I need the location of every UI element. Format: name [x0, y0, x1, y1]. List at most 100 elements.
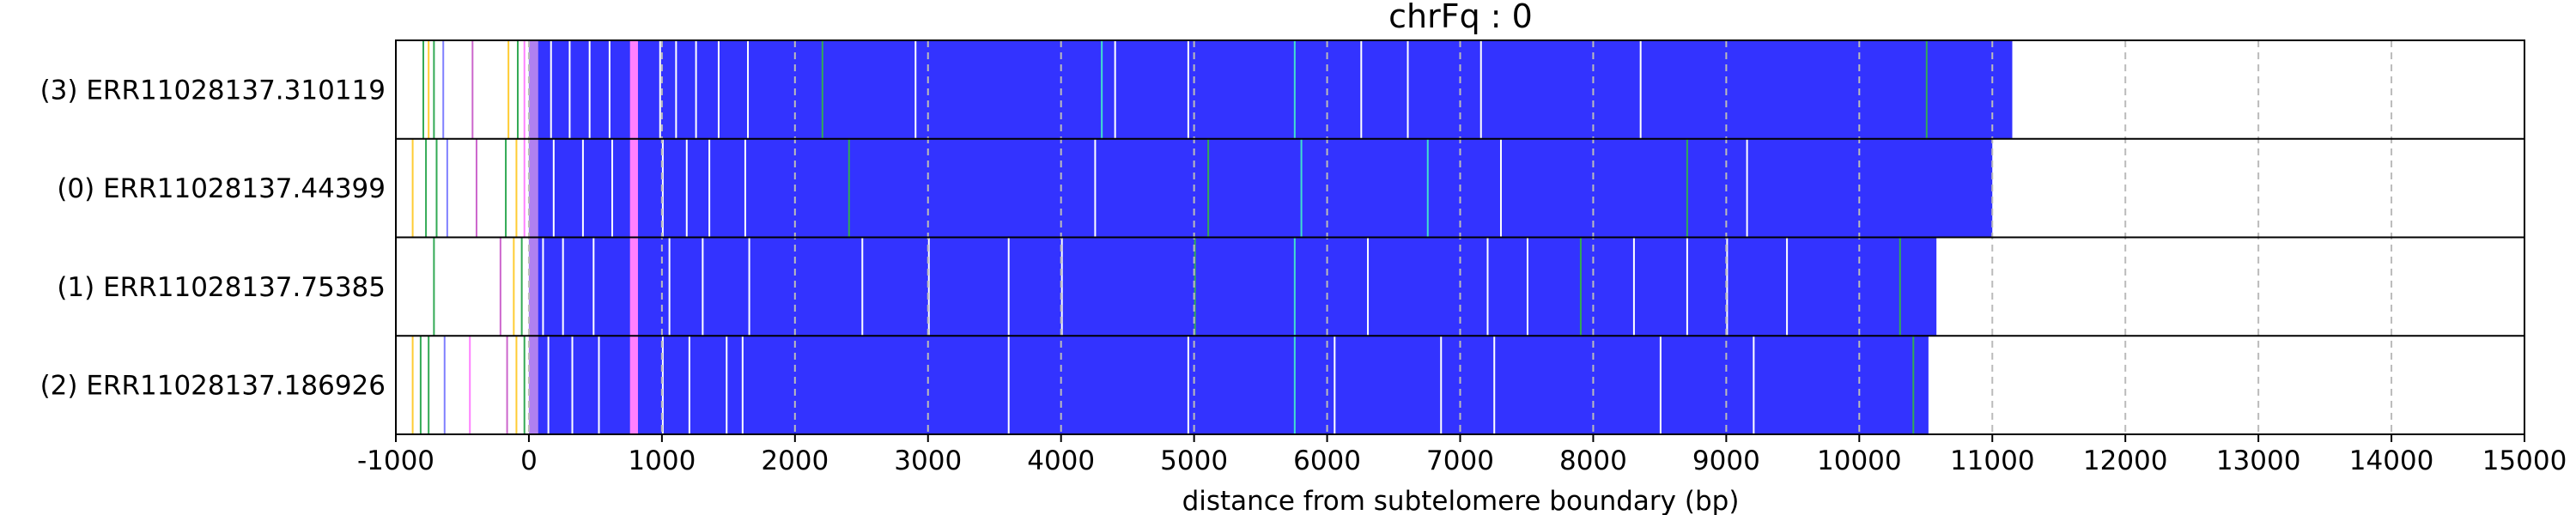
variant-line — [1406, 40, 1409, 139]
x-tick-label: -1000 — [357, 445, 434, 476]
variant-line — [608, 40, 611, 139]
x-tick-label: 4000 — [1027, 445, 1095, 476]
variant-line — [469, 336, 471, 434]
variant-line — [1479, 40, 1482, 139]
variant-line — [523, 138, 526, 238]
variant-line — [1334, 336, 1336, 434]
variant-line — [1293, 237, 1296, 336]
variant-line — [659, 40, 661, 139]
variant-line — [1499, 138, 1502, 238]
x-tick-label: 10000 — [1817, 445, 1902, 476]
variant-line — [748, 237, 750, 336]
read-bar — [528, 138, 1993, 238]
variant-line — [422, 40, 424, 139]
variant-line — [861, 237, 864, 336]
boundary-zone — [528, 237, 538, 336]
variant-line — [688, 336, 690, 434]
variant-line — [471, 40, 474, 139]
read-label: (1) ERR11028137.75385 — [57, 272, 386, 303]
variant-line — [1094, 138, 1097, 238]
variant-line — [1426, 138, 1429, 238]
read-bar — [528, 237, 1937, 336]
variant-line — [726, 336, 728, 434]
variant-line — [1293, 336, 1296, 434]
variant-line — [741, 336, 744, 434]
variant-line — [523, 40, 526, 139]
x-tick-label: 11000 — [1950, 445, 2035, 476]
variant-line — [1007, 237, 1010, 336]
variant-line — [1187, 40, 1189, 139]
variant-line — [1101, 40, 1103, 139]
variant-line — [1686, 138, 1688, 238]
variant-line — [568, 40, 571, 139]
x-tick-label: 8000 — [1559, 445, 1627, 476]
read-bar — [528, 336, 1929, 434]
read-label: (0) ERR11028137.44399 — [57, 173, 386, 204]
boundary-zone — [528, 138, 538, 238]
pink-band — [629, 237, 638, 336]
pink-band — [629, 40, 638, 139]
read-label: (3) ERR11028137.310119 — [40, 75, 386, 106]
boundary-zone — [528, 336, 538, 434]
variant-line — [446, 138, 448, 238]
variant-line — [708, 138, 711, 238]
variant-line — [419, 336, 422, 434]
variant-line — [1526, 237, 1528, 336]
variant-line — [1579, 237, 1582, 336]
variant-line — [523, 336, 526, 434]
variant-line — [433, 237, 435, 336]
variant-line — [433, 40, 435, 139]
variant-line — [1114, 40, 1116, 139]
variant-line — [1300, 138, 1303, 238]
variant-line — [1899, 237, 1901, 336]
x-tick-label: 14000 — [2349, 445, 2434, 476]
variant-line — [1293, 40, 1296, 139]
variant-line — [1007, 336, 1010, 434]
variant-line — [428, 336, 430, 434]
variant-line — [1493, 336, 1496, 434]
variant-line — [435, 138, 438, 238]
variant-line — [515, 336, 518, 434]
variant-line — [1925, 40, 1928, 139]
variant-line — [428, 40, 430, 139]
variant-line — [425, 138, 428, 238]
variant-line — [1753, 336, 1755, 434]
variant-line — [588, 40, 591, 139]
variant-line — [1187, 336, 1189, 434]
pink-band — [629, 138, 638, 238]
variant-line — [515, 138, 518, 238]
variant-line — [513, 237, 515, 336]
plot-area: (3) ERR11028137.310119 (0) ERR11028137.44… — [40, 39, 2567, 476]
variant-line — [475, 138, 477, 238]
x-tick-label: 2000 — [761, 445, 829, 476]
variant-line — [695, 40, 697, 139]
variant-line — [848, 138, 850, 238]
variant-line — [1207, 138, 1210, 238]
variant-line — [1639, 40, 1642, 139]
variant-line — [598, 336, 600, 434]
variant-line — [581, 138, 584, 238]
x-tick-label: 0 — [520, 445, 538, 476]
variant-line — [592, 237, 595, 336]
variant-line — [443, 237, 446, 336]
x-tick-label: 12000 — [2083, 445, 2168, 476]
variant-line — [1367, 237, 1370, 336]
variant-line — [520, 237, 523, 336]
variant-line — [562, 237, 564, 336]
variant-line — [1486, 237, 1489, 336]
variant-line — [547, 336, 550, 434]
variant-line — [1686, 237, 1688, 336]
variant-line — [1360, 40, 1363, 139]
variant-line — [506, 336, 508, 434]
variant-line — [442, 40, 445, 139]
variant-line — [507, 40, 510, 139]
variant-line — [505, 138, 507, 238]
chart-title: chrFq : 0 — [1388, 0, 1533, 35]
read-label: (2) ERR11028137.186926 — [40, 371, 386, 402]
x-tick-label: 6000 — [1293, 445, 1361, 476]
variant-line — [1786, 237, 1789, 336]
variant-line — [499, 237, 501, 336]
variant-line — [675, 40, 677, 139]
variant-line — [1440, 336, 1443, 434]
